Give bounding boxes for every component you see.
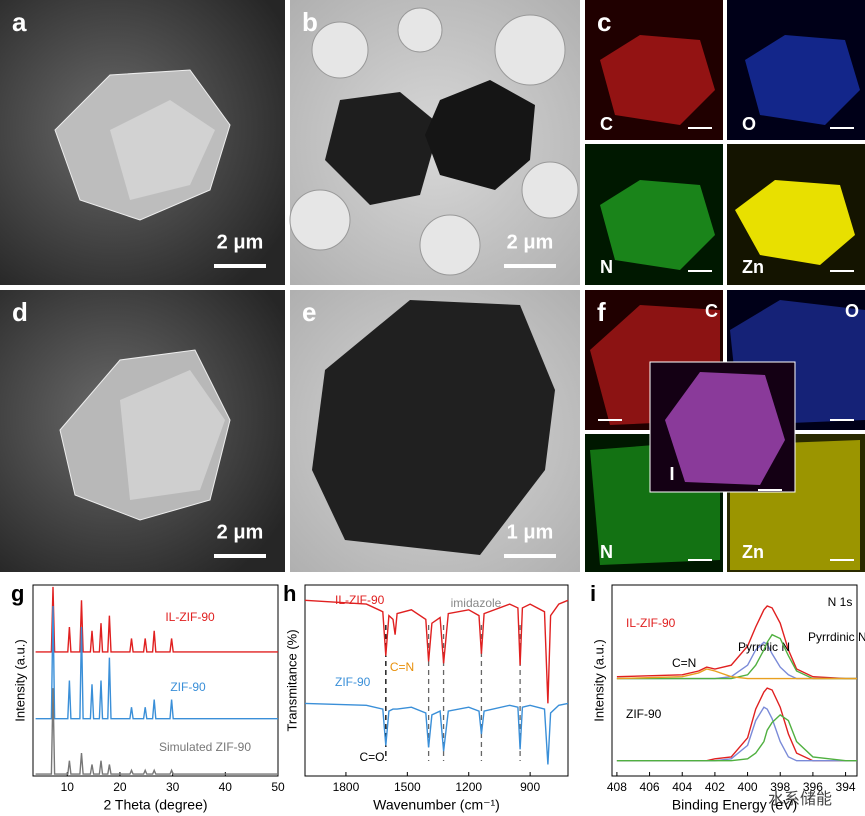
series-line (35, 688, 278, 775)
element-label: O (742, 114, 756, 134)
x-tick-label: 900 (520, 780, 540, 794)
series-line (616, 668, 857, 680)
x-tick-label: 394 (836, 780, 856, 794)
plot-frame (611, 584, 858, 777)
series-label: C=N (672, 656, 696, 670)
crystal-face (120, 370, 225, 500)
x-axis-label: Wavenumber (cm⁻¹) (373, 797, 500, 813)
series-line (35, 586, 278, 653)
element-label: C (600, 114, 613, 134)
series-line (616, 605, 857, 680)
crystal (312, 300, 555, 555)
scale-label: 2 μm (217, 521, 264, 543)
x-tick-label: 404 (672, 780, 692, 794)
series-label: IL-ZIF-90 (626, 616, 676, 630)
series-line (616, 714, 857, 762)
crystal (325, 92, 440, 205)
plot-frame (32, 584, 279, 777)
x-tick-label: 400 (738, 780, 758, 794)
x-tick-label: 402 (705, 780, 725, 794)
series-line (616, 641, 857, 680)
panel-label: c (597, 7, 611, 37)
x-tick-label: 1800 (333, 780, 360, 794)
panel-label: a (12, 7, 27, 37)
element-label: Zn (742, 542, 764, 562)
watermark: 水系储能 (768, 790, 832, 808)
x-tick-label: 396 (803, 780, 823, 794)
element-label: I (669, 464, 674, 484)
x-axis-label: Binding Energy (eV) (672, 797, 797, 813)
series-line (616, 687, 857, 762)
panel-label: f (597, 297, 606, 327)
series-label: IL-ZIF-90 (165, 610, 215, 624)
crystal-face (110, 100, 215, 200)
x-axis-label: 2 Theta (degree) (103, 797, 207, 813)
x-tick-label: 40 (219, 780, 233, 794)
x-tick-label: 30 (166, 780, 180, 794)
panel-label: h (283, 581, 296, 606)
holes (289, 7, 579, 276)
panel-label: b (302, 7, 318, 37)
annotation: imidazole (451, 596, 502, 610)
element-label: Zn (742, 257, 764, 277)
series-label: Simulated ZIF-90 (159, 740, 251, 754)
plot-frame (304, 584, 569, 777)
series-line (35, 605, 278, 720)
element-label: C (705, 301, 718, 321)
element-label: N (600, 542, 613, 562)
y-axis-label: Intensity (a.u.) (591, 639, 606, 721)
crystal (425, 80, 535, 190)
x-tick-label: 408 (607, 780, 627, 794)
series-line (616, 633, 857, 680)
series-label: Pyrrolic N (738, 640, 790, 654)
x-tick-label: 10 (61, 780, 75, 794)
panel-label: i (590, 581, 596, 606)
scale-label: 2 μm (217, 231, 264, 253)
annotation: N 1s (828, 595, 853, 609)
x-tick-label: 50 (271, 780, 285, 794)
eds-maps (585, 290, 865, 572)
series-label: ZIF-90 (335, 675, 371, 689)
series-label: Pyrrdinic N (808, 630, 865, 644)
panel-label: g (11, 581, 24, 606)
panel-label: e (302, 297, 316, 327)
annotation: C=O (359, 750, 384, 764)
series-line (304, 702, 569, 765)
series-label: ZIF-90 (170, 680, 206, 694)
y-axis-label: Transmitance (%) (284, 629, 299, 731)
panel-label: d (12, 297, 28, 327)
annotation: C=N (390, 660, 414, 674)
scale-label: 1 μm (507, 521, 554, 543)
x-tick-label: 1500 (394, 780, 421, 794)
scale-label: 2 μm (507, 231, 554, 253)
series-label: IL-ZIF-90 (335, 593, 385, 607)
series-line (304, 599, 569, 704)
y-axis-label: Intensity (a.u.) (12, 639, 27, 721)
x-tick-label: 398 (770, 780, 790, 794)
element-label: N (600, 257, 613, 277)
eds-maps (585, 0, 865, 285)
series-label: ZIF-90 (626, 707, 662, 721)
x-tick-label: 406 (640, 780, 660, 794)
element-label: O (845, 301, 859, 321)
x-tick-label: 20 (113, 780, 127, 794)
x-tick-label: 1200 (455, 780, 482, 794)
